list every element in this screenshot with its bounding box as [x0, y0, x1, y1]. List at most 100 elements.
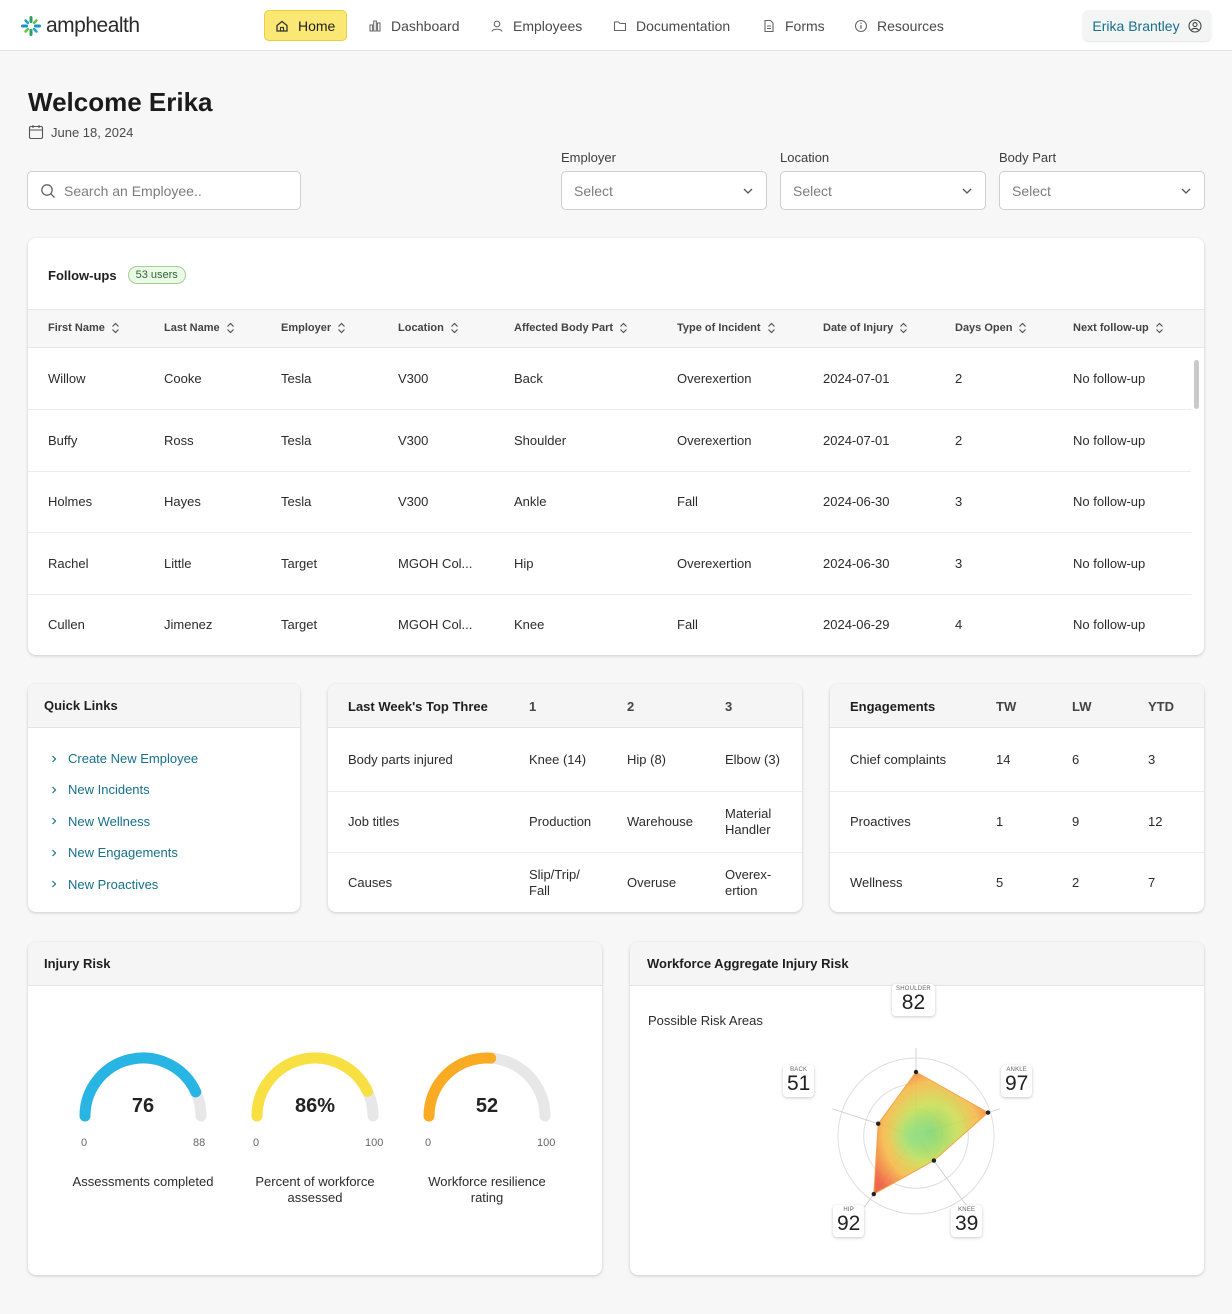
injury-risk-card: Injury Risk 76 0 88 Assessments completed 86…: [28, 942, 602, 1275]
sort-icon: [620, 322, 627, 334]
table-cell: Target: [281, 555, 318, 571]
column-header[interactable]: Days Open: [955, 322, 1027, 334]
gauge-label: Assessments completed: [72, 1174, 214, 1189]
column-header[interactable]: Location: [398, 322, 459, 334]
table-row: Proactives 1 9 12: [830, 791, 1204, 852]
table-cell: Fall: [677, 494, 698, 510]
table-row[interactable]: Holmes Hayes Tesla V300 Ankle Fall 2024-06-30 3…: [28, 471, 1191, 534]
body-part-select-value: Select: [1012, 182, 1051, 199]
nav-dashboard[interactable]: Dashboard: [358, 10, 470, 41]
quick-link-label: New Wellness: [68, 813, 151, 829]
quick-link[interactable]: New Wellness: [50, 814, 150, 829]
chevron-right-icon: [52, 786, 57, 794]
chevron-right-icon: [52, 849, 57, 857]
table-cell: 6: [1072, 752, 1080, 767]
user-icon: [491, 20, 503, 32]
table-cell: Knee: [514, 617, 545, 633]
table-cell: MGOH Col...: [398, 617, 473, 633]
column-header[interactable]: Next follow-up: [1073, 322, 1164, 334]
top-three-header: Last Week's Top Three 1 2 3: [328, 684, 802, 728]
table-row[interactable]: Buffy Ross Tesla V300 Shoulder Overexertion 20…: [28, 410, 1191, 472]
column-header[interactable]: Date of Injury: [823, 322, 908, 334]
quick-link-label: New Engagements: [68, 845, 178, 861]
table-cell: Slip/Trip/ Fall: [529, 867, 580, 899]
calendar-icon: [28, 125, 44, 140]
table-cell: 2: [1072, 875, 1080, 891]
column-header: LW: [1072, 699, 1092, 714]
nav-employees[interactable]: Employees: [480, 10, 592, 41]
gauge-max: 100: [537, 1137, 556, 1149]
employer-select[interactable]: Select: [561, 171, 767, 210]
gauge-fill: [423, 1052, 497, 1122]
table-cell: Overexertion: [677, 555, 752, 571]
body-part-filter-label: Body Part: [999, 150, 1057, 165]
table-title: Last Week's Top Three: [348, 699, 488, 714]
table-row: Body parts injured Knee (14) Hip (8) Elbow …: [328, 729, 802, 790]
row-label: Causes: [348, 875, 393, 891]
nav-resources[interactable]: Resources: [844, 10, 954, 41]
body-part-select[interactable]: Select: [999, 171, 1205, 210]
column-header: 2: [627, 699, 635, 714]
row-label: Body parts injured: [348, 752, 453, 767]
column-header: YTD: [1148, 699, 1174, 714]
table-row: Chief complaints 14 6 3: [830, 729, 1204, 790]
column-header[interactable]: Type of Incident: [677, 322, 776, 334]
info-icon: [854, 19, 868, 32]
chevron-right-icon: [52, 755, 57, 762]
user-menu-button[interactable]: Erika Brantley: [1083, 10, 1211, 41]
column-header[interactable]: Employer: [281, 322, 346, 334]
nav-documentation-label: Documentation: [636, 17, 731, 34]
column-header[interactable]: First Name: [48, 322, 120, 334]
table-row[interactable]: Willow Cooke Tesla V300 Back Overexertion 2024…: [28, 348, 1191, 410]
table-cell: Overexertion: [677, 432, 752, 448]
quick-link[interactable]: New Engagements: [50, 845, 178, 860]
table-cell: 1: [996, 813, 1004, 829]
column-header: TW: [996, 699, 1017, 714]
table-cell: Tesla: [281, 432, 312, 448]
radar-tag: BACK 51: [783, 1065, 815, 1097]
table-cell: 3: [1148, 752, 1156, 767]
employee-search[interactable]: [27, 171, 301, 210]
logo[interactable]: amphealth: [20, 14, 140, 38]
radar-tag-name: BACK: [790, 1067, 808, 1073]
table-row[interactable]: Cullen Jimenez Target MGOH Col... Knee Fall 20…: [28, 594, 1191, 655]
radar-point: [871, 1191, 876, 1197]
users-count-badge: 53 users: [127, 266, 186, 284]
nav-documentation[interactable]: Documentation: [603, 10, 740, 41]
table-scrollbar[interactable]: [1194, 360, 1199, 409]
radar-point: [985, 1110, 991, 1115]
followups-title: Follow-ups: [48, 267, 117, 283]
document-icon: [764, 19, 774, 32]
table-row: Causes Slip/Trip/ Fall Overuse Overex- erti…: [328, 852, 802, 912]
location-select-value: Select: [793, 182, 832, 199]
table-row[interactable]: Rachel Little Target MGOH Col... Hip Overexer…: [28, 533, 1191, 595]
nav-forms[interactable]: Forms: [752, 10, 835, 41]
search-input[interactable]: [64, 182, 284, 199]
sort-icon: [1155, 322, 1163, 334]
radar-tag: HIP 92: [833, 1205, 865, 1237]
chevron-down-icon: [962, 188, 972, 194]
quick-link[interactable]: Create New Employee: [50, 751, 198, 766]
user-circle-icon: [1188, 18, 1202, 33]
table-cell: Ross: [164, 432, 194, 448]
location-select[interactable]: Select: [780, 171, 986, 210]
followups-table-header: First Name Last Name Employer Location Affec…: [28, 309, 1204, 348]
employer-select-value: Select: [574, 182, 613, 199]
quick-link[interactable]: New Incidents: [50, 782, 150, 797]
column-header[interactable]: Affected Body Part: [514, 322, 628, 334]
nav-forms-label: Forms: [785, 17, 825, 34]
radar-tag-value: 97: [1005, 1072, 1029, 1095]
table-cell: Tesla: [281, 371, 312, 386]
table-cell: 2024-06-30: [823, 494, 890, 510]
top-three-card: Last Week's Top Three 1 2 3 Body parts inju…: [328, 684, 802, 912]
nav-home[interactable]: Home: [264, 10, 347, 41]
quick-link[interactable]: New Proactives: [50, 877, 158, 892]
nav-resources-label: Resources: [877, 17, 944, 34]
sort-icon: [767, 322, 775, 334]
row-label: Job titles: [348, 813, 400, 829]
gauge-arc: [423, 1052, 551, 1122]
sort-icon: [1019, 322, 1027, 334]
table-cell: Jimenez: [164, 617, 213, 633]
employer-filter-label: Employer: [561, 150, 616, 165]
column-header[interactable]: Last Name: [164, 322, 235, 334]
